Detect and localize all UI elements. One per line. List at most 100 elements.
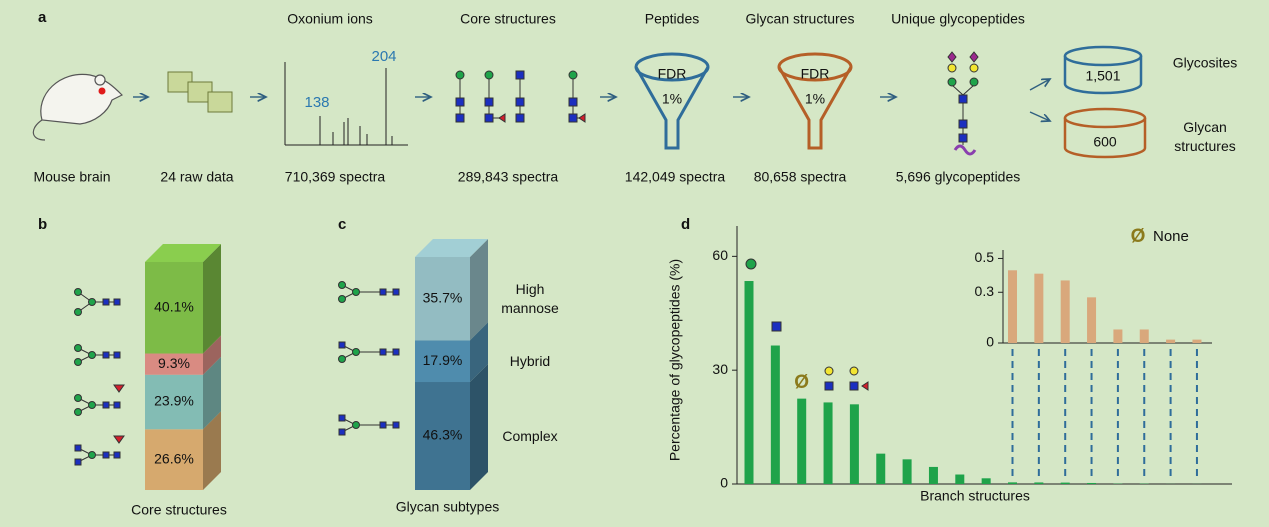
panel-letter: c — [338, 216, 346, 233]
peak-label: 204 — [371, 48, 396, 65]
legend-label: None — [1153, 228, 1189, 245]
panel-letter: d — [681, 216, 690, 233]
glycan-icons — [74, 281, 400, 466]
bar-side — [470, 364, 488, 490]
bar — [1166, 339, 1176, 343]
bar-segment — [145, 374, 203, 430]
y-tick-label: 0 — [986, 334, 994, 350]
bar — [1087, 297, 1097, 343]
bar-segment — [415, 257, 470, 341]
bar-segment — [415, 382, 470, 490]
y-tick-label: 30 — [712, 361, 728, 377]
category-label: High mannose — [501, 280, 559, 316]
output-count: 600 — [1093, 134, 1117, 150]
step-count: 142,049 spectra — [625, 169, 726, 185]
value-label: 17.9% — [423, 352, 463, 368]
bar-segment — [415, 340, 470, 383]
bar — [744, 281, 754, 484]
value-label: 40.1% — [154, 298, 194, 314]
fdr-label: FDR — [801, 66, 830, 82]
output-label: Glycan structures — [1174, 119, 1236, 154]
bar-segment — [145, 429, 203, 490]
funnel — [777, 52, 853, 150]
peak-label: 138 — [304, 94, 329, 111]
step-count: 80,658 spectra — [754, 169, 847, 185]
y-axis-label: Percentage of glycopeptides (%) — [667, 259, 683, 461]
bar — [876, 453, 886, 484]
value-label: 26.6% — [154, 450, 194, 466]
none-symbol: Ø — [794, 372, 809, 393]
bar — [1087, 482, 1097, 484]
bar-top — [145, 244, 221, 262]
y-tick-label: 60 — [712, 247, 728, 263]
bar — [1113, 329, 1123, 343]
bar-side — [203, 356, 221, 430]
step-count: 289,843 spectra — [458, 169, 559, 185]
mouse-icon — [32, 73, 124, 141]
bar — [797, 398, 807, 484]
funnel — [634, 52, 710, 150]
y-tick-label: 0.3 — [975, 283, 995, 299]
step-count: 710,369 spectra — [285, 169, 386, 185]
bar — [1034, 273, 1044, 343]
legend-symbol: Ø — [1131, 226, 1146, 247]
fdr-label: FDR — [658, 66, 687, 82]
x-axis-label: Glycan subtypes — [396, 499, 500, 515]
bar — [1060, 482, 1070, 484]
core-icons — [455, 70, 586, 123]
bar-side — [203, 244, 221, 354]
bar-segment — [145, 353, 203, 375]
value-label: 35.7% — [423, 289, 463, 305]
fdr-rate: 1% — [662, 91, 682, 107]
y-tick-label: 0.5 — [975, 249, 995, 265]
step-title: Glycan structures — [746, 11, 855, 27]
bar — [955, 474, 965, 484]
step-title: Unique glycopeptides — [891, 11, 1025, 27]
bar — [1139, 329, 1149, 343]
bar — [1192, 339, 1202, 343]
panel-letter: b — [38, 216, 47, 233]
bar — [849, 404, 859, 484]
panel-letter: a — [38, 9, 47, 26]
bar — [1008, 482, 1017, 484]
step-title: Core structures — [460, 11, 556, 27]
step-title: Oxonium ions — [287, 11, 373, 27]
category-label: Hybrid — [509, 353, 551, 370]
branch-icons — [745, 258, 869, 391]
glycopeptide-icon — [947, 51, 979, 156]
bar — [1060, 280, 1070, 343]
bar — [823, 402, 833, 484]
bar — [1034, 482, 1044, 484]
bar-side — [203, 335, 221, 375]
output-count: 1,501 — [1085, 68, 1120, 84]
step-count: 5,696 glycopeptides — [896, 169, 1021, 185]
raw-data-icons — [167, 71, 233, 113]
x-axis-label: Branch structures — [920, 488, 1030, 504]
bar-side — [470, 322, 488, 383]
step-count: 24 raw data — [160, 169, 233, 185]
bar-side — [203, 411, 221, 490]
output-label: Glycosites — [1173, 55, 1238, 71]
bar-side — [470, 239, 488, 341]
x-axis-label: Core structures — [131, 502, 227, 518]
cylinder — [1063, 107, 1147, 159]
fdr-rate: 1% — [805, 91, 825, 107]
cylinder — [1063, 45, 1143, 95]
bar — [902, 459, 912, 484]
value-label: 46.3% — [423, 427, 463, 443]
value-label: 23.9% — [154, 393, 194, 409]
category-label: Complex — [502, 428, 558, 444]
bar — [928, 466, 938, 484]
spectrum — [284, 62, 408, 146]
flow-arrows — [133, 79, 1050, 121]
step-count: Mouse brain — [33, 169, 110, 185]
bar-top — [415, 239, 488, 257]
bar — [770, 345, 780, 484]
step-title: Peptides — [645, 11, 699, 27]
bar-segment — [145, 262, 203, 354]
bar — [981, 478, 991, 484]
y-tick-label: 0 — [720, 475, 728, 491]
value-label: 9.3% — [158, 355, 190, 371]
